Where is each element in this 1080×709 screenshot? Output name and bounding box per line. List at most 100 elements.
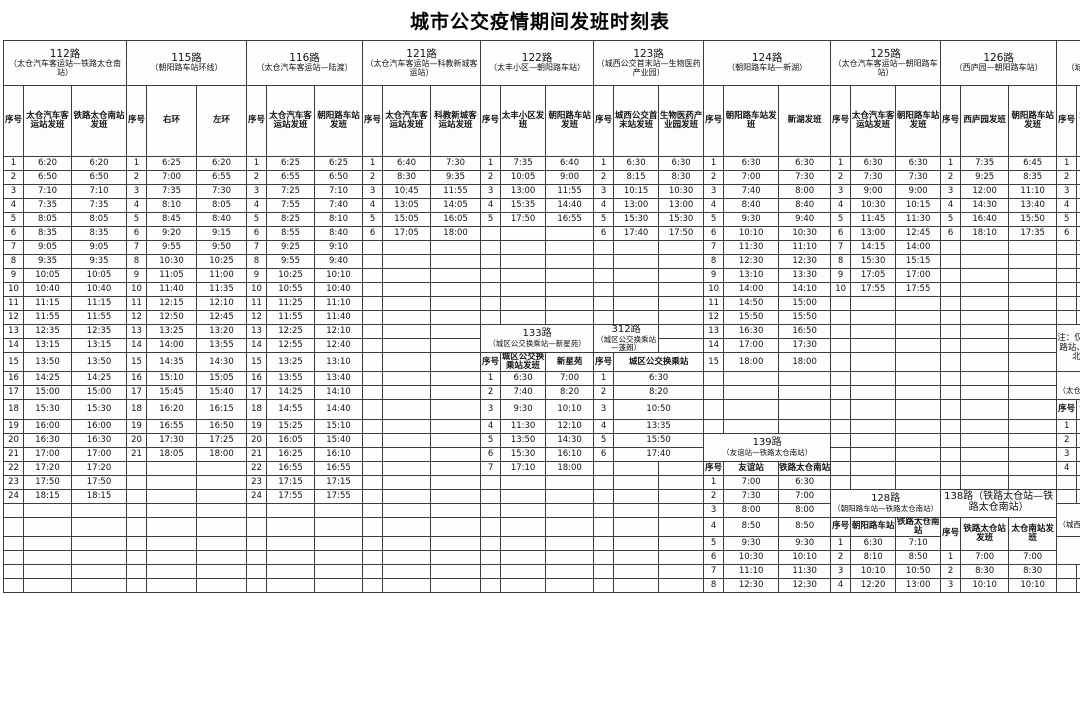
table-row: 21 17:00 17:00 21 18:05 18:00 21 16:25 16:10 6 15:… [3,446,1080,462]
time-cell: 14:50 [723,296,780,311]
empty-cell [71,536,127,552]
time-cell: 15:50 [723,310,780,325]
empty-cell [382,268,432,283]
time-cell: 15:50 [778,310,832,325]
empty-cell [430,399,482,420]
empty-cell [500,536,547,552]
time-cell: 8:00 [778,502,832,518]
seq-cell: 16 [3,371,24,387]
time-cell: 17:40 [613,446,705,462]
time-cell: 7:35 [500,156,547,171]
seq-header: 序号 [1056,85,1078,157]
time-cell: 10:10 [850,564,897,580]
empty-cell [480,240,502,255]
time-cell: 12:25 [266,324,316,339]
time-cell: 8:05 [195,198,248,213]
time-cell: 8:05 [23,212,72,227]
empty-cell [500,310,547,325]
footnote: 注：仅带*班次途经太平路青岛路站、半泾路青岛路站、半泾北路、广州路永仓路站 [1056,323,1080,373]
time-cell: 6:20 [23,156,72,171]
empty-cell [480,578,502,594]
time-cell: 8:20 [545,385,595,401]
empty-cell [960,338,1010,353]
empty-cell [545,536,595,552]
time-cell: 6:30 [850,536,897,552]
empty-cell [195,488,248,504]
time-cell: 8:20 [613,385,705,401]
time-cell: 9:05 [71,240,127,255]
time-cell: 18:00 [430,226,482,241]
empty-cell [266,578,316,594]
empty-cell [850,432,897,448]
empty-cell [480,550,502,566]
seq-cell: 6 [703,226,725,241]
empty-cell [382,240,432,255]
sub-col-header: 太仓汽车客运站 [1076,399,1080,420]
seq-cell: 4 [246,198,268,213]
empty-cell [266,536,316,552]
seq-cell: 23 [246,474,268,490]
empty-cell [658,550,705,566]
empty-cell [146,578,197,594]
route-title-122路: 122路 （太丰小区—朝阳路车站） [480,40,595,86]
empty-cell [382,550,432,566]
empty-cell [703,418,725,434]
time-cell: 6:30 [723,156,780,171]
time-cell: 7:35 [960,156,1010,171]
time-cell: 13:10 [723,268,780,283]
empty-cell [382,296,432,311]
empty-cell [703,399,725,420]
empty-cell [940,385,962,401]
empty-cell [362,296,384,311]
time-cell: 14:25 [71,371,127,387]
time-cell: 9:20 [146,226,197,241]
empty-cell [723,371,780,387]
empty-cell [362,516,384,538]
time-cell: 15:10 [1076,446,1080,462]
seq-cell: 21 [126,446,147,462]
sub-route-title: 312路 （城区公交换乘站—蓬朗） [593,324,660,353]
empty-cell [940,240,962,255]
empty-cell [830,474,852,490]
empty-cell [658,310,705,325]
time-cell: 10:05 [71,268,127,283]
empty-cell [314,578,364,594]
sub-route-title: 139路 （友谊站—铁路太仓南站） [703,432,832,462]
empty-cell [71,564,127,580]
seq-cell: 18 [246,399,268,420]
empty-cell [850,296,897,311]
time-cell: 13:05 [382,198,432,213]
time-cell: 10:50 [613,399,705,420]
empty-cell [1008,446,1058,462]
empty-cell [658,536,705,552]
column-header: 新湖发班 [778,85,832,157]
empty-cell [895,418,942,434]
time-cell: 15:40 [195,385,248,401]
column-header: 右环 [146,85,197,157]
empty-cell [266,502,316,518]
seq-cell: 3 [593,184,615,199]
time-cell: 12:20 [1076,198,1080,213]
empty-cell [430,296,482,311]
seq-cell: 4 [593,418,615,434]
empty-cell [830,432,852,448]
table-row: 4 7:35 7:35 4 8:10 8:05 4 7:55 7:40 4 13:05 14:05 4 1… [3,198,1080,213]
seq-cell: 20 [246,432,268,448]
seq-cell: 10 [830,282,852,297]
time-cell: 15:50 [1008,212,1058,227]
seq-cell: 22 [3,460,24,476]
time-cell: 12:15 [146,296,197,311]
empty-cell [362,310,384,325]
time-cell: 18:00 [545,460,595,476]
time-cell: 18:05 [1076,460,1080,476]
empty-cell [613,460,660,476]
empty-cell [126,516,147,538]
empty-cell [266,516,316,538]
time-cell: 10:40 [23,282,72,297]
time-cell: 17:15 [314,474,364,490]
seq-cell: 8 [126,254,147,269]
empty-cell [613,282,660,297]
empty-cell [362,536,384,552]
empty-cell [613,578,660,594]
empty-cell [1008,310,1058,325]
